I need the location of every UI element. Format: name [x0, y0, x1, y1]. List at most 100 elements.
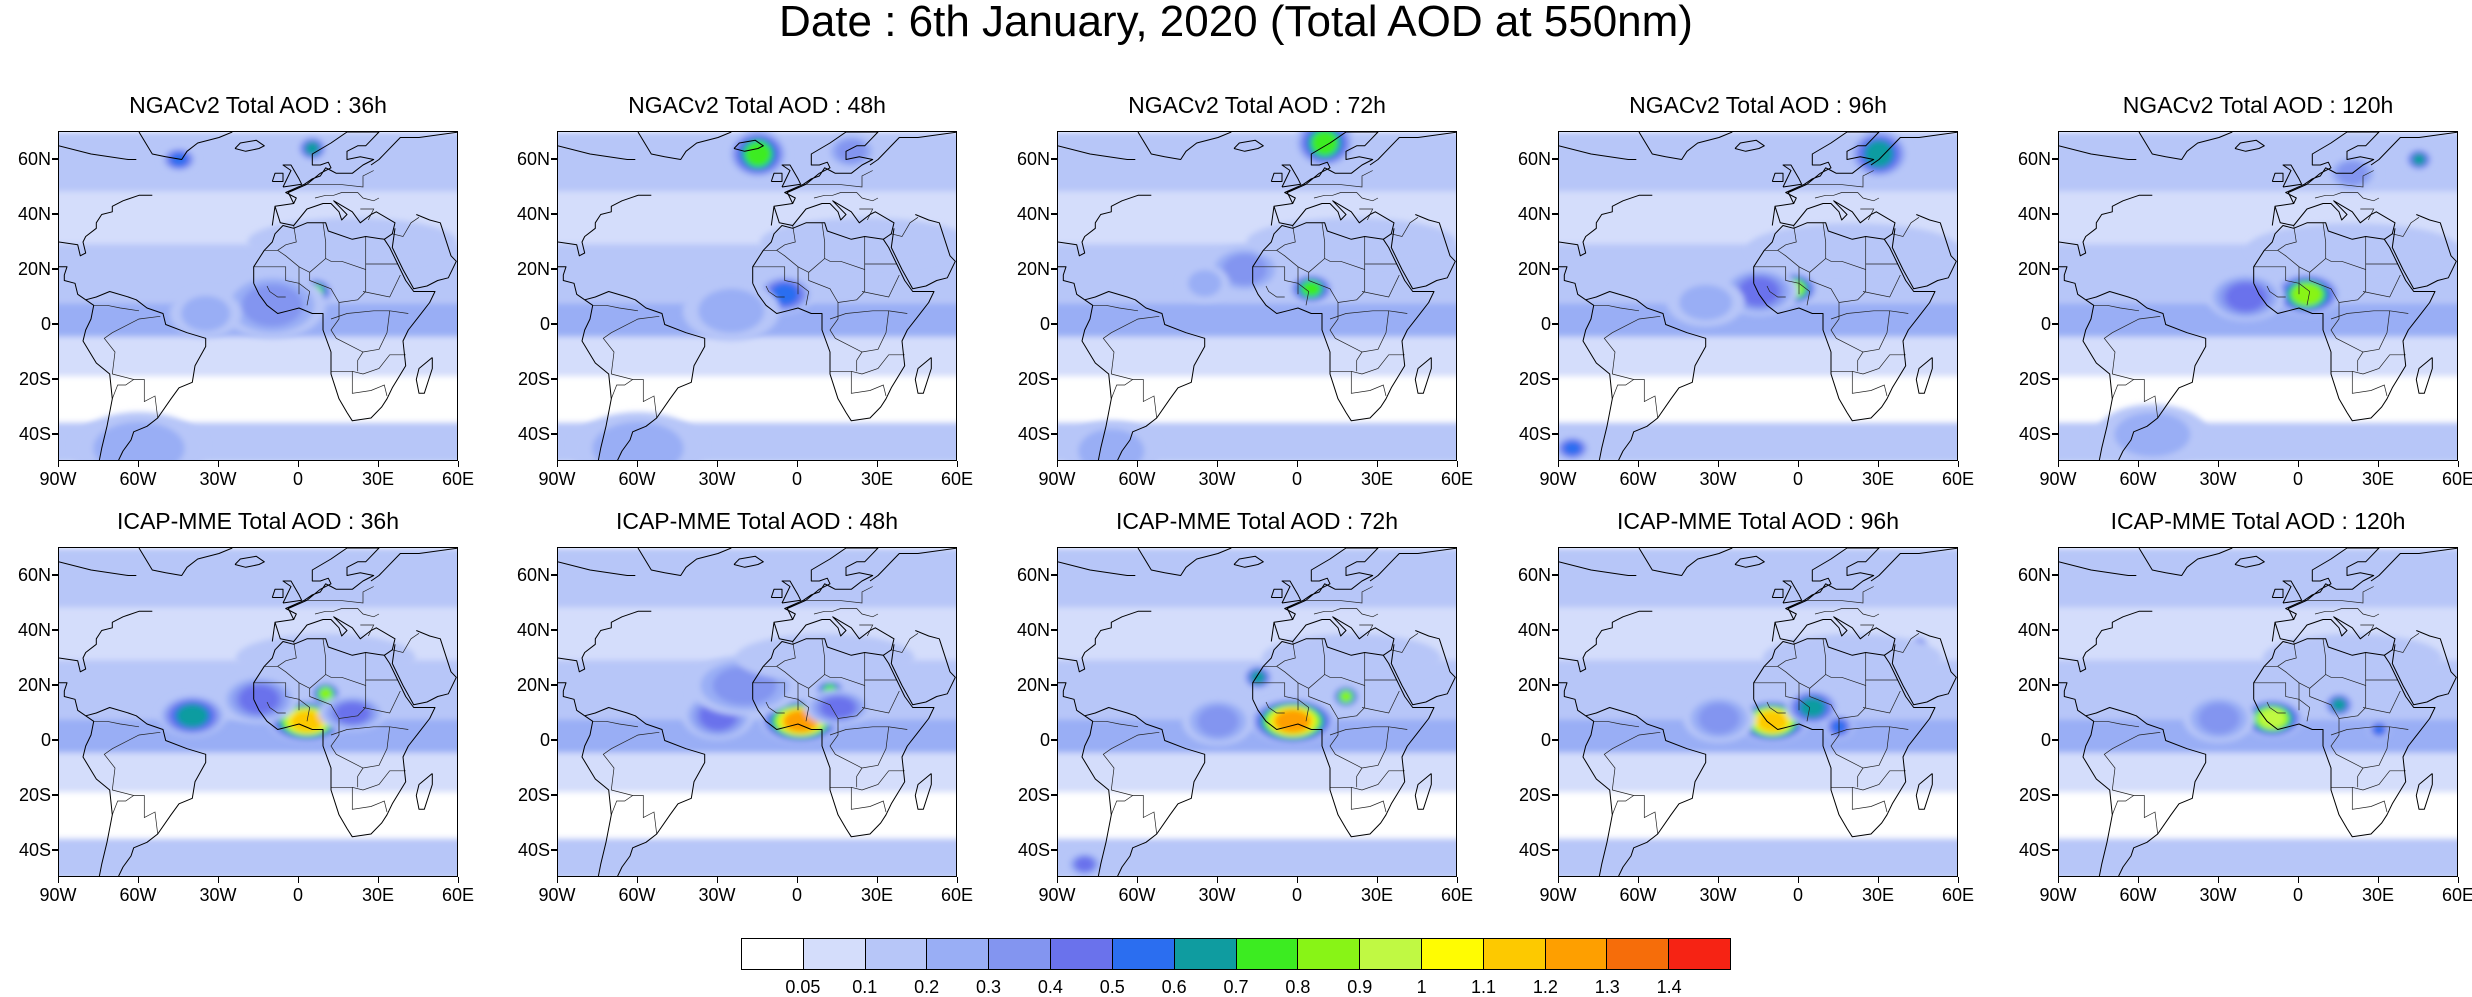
longitude-tick	[956, 877, 958, 883]
longitude-tick-label: 60W	[1619, 885, 1657, 905]
latitude-tick-label: 20N	[1016, 674, 1050, 695]
coastline	[914, 357, 932, 394]
country-border	[1860, 208, 1875, 221]
longitude-tick-label: 90W	[39, 469, 77, 489]
longitude-tick	[1637, 877, 1639, 883]
country-border	[1356, 767, 1363, 788]
aod-band	[558, 838, 956, 876]
country-border	[1321, 638, 1326, 675]
latitude-tick	[1552, 158, 1558, 160]
latitude-tick-label: 20S	[1518, 784, 1551, 805]
longitude-tick-label: 90W	[1038, 885, 1076, 905]
country-border	[830, 770, 905, 791]
coastline	[752, 638, 935, 838]
longitude-tick	[2137, 877, 2139, 883]
country-border	[808, 258, 866, 303]
coastline	[2059, 561, 2137, 576]
latitude-tick-label: 20S	[1518, 368, 1551, 389]
coastline	[1058, 266, 1085, 301]
longitude-tick	[1957, 877, 1959, 883]
coastline	[2282, 580, 2303, 604]
latitude-tick	[1552, 739, 1558, 741]
latitude-tick-label: 20S	[517, 784, 550, 805]
latitude-tick	[1051, 739, 1057, 741]
coastline	[1782, 580, 1803, 604]
latitude-tick-label: 40S	[18, 423, 51, 444]
country-border	[610, 795, 633, 815]
aod-band	[1058, 752, 1456, 794]
coastline	[1058, 610, 1152, 673]
coastline	[2370, 548, 2457, 582]
country-border	[1321, 222, 1326, 259]
aod-plume	[1762, 633, 1942, 683]
panel-title: NGACv2 Total AOD : 96h	[1629, 92, 1887, 118]
latitude-tick-label: 40S	[2018, 839, 2051, 860]
coastline	[253, 222, 436, 422]
country-border	[803, 586, 873, 604]
latitude-tick	[1552, 378, 1558, 380]
longitude-tick	[137, 461, 139, 467]
country-border	[2392, 633, 2420, 653]
coastline	[1582, 707, 1707, 876]
country-border	[322, 638, 327, 675]
aod-band	[59, 548, 457, 609]
longitude-tick-label: 60E	[940, 469, 974, 489]
country-border	[813, 192, 879, 202]
aod-plume	[2198, 703, 2240, 734]
map-plot-area	[58, 547, 458, 877]
coastline	[1734, 139, 1765, 152]
aod-plume	[319, 687, 333, 701]
coastline	[1559, 561, 1637, 576]
coastline	[1252, 222, 1435, 422]
coastline	[1753, 222, 1936, 422]
country-border	[1263, 665, 1339, 719]
coastline	[1390, 214, 1456, 290]
aod-band	[59, 132, 457, 193]
aod-field	[558, 548, 956, 876]
coastline	[370, 132, 457, 166]
country-border	[829, 310, 908, 320]
country-border	[1092, 304, 1139, 312]
country-border	[1830, 302, 1891, 353]
coastline	[2271, 548, 2396, 656]
coastline	[1270, 548, 1395, 656]
aod-plume	[241, 284, 303, 327]
country-border	[2330, 310, 2409, 320]
country-border	[360, 624, 375, 637]
aod-band	[1559, 838, 1957, 876]
country-border	[351, 371, 388, 397]
country-border	[330, 718, 391, 769]
coastline	[914, 773, 932, 810]
aod-plume	[770, 283, 799, 306]
coastline	[2082, 707, 2207, 876]
latitude-tick-label: 40N	[1517, 619, 1551, 640]
map-plot-area	[2058, 547, 2458, 877]
country-border	[592, 720, 639, 728]
aod-band	[2059, 792, 2457, 840]
aod-band	[558, 336, 956, 378]
aod-field	[59, 132, 457, 460]
colorbar-label: 0.3	[975, 977, 1002, 997]
coastline	[282, 580, 303, 604]
aod-field	[59, 548, 457, 876]
coastline	[733, 139, 764, 152]
longitude-tick-label: 90W	[1038, 469, 1076, 489]
latitude-tick-label: 0	[1039, 313, 1050, 334]
aod-band	[2059, 752, 2457, 794]
longitude-tick-label: 30W	[2199, 469, 2237, 489]
coastline	[1058, 194, 1152, 257]
aod-field	[1559, 132, 1957, 460]
coastline	[2271, 172, 2284, 182]
coastline	[1058, 145, 1136, 160]
coastline	[2082, 291, 2207, 460]
coastline	[558, 682, 585, 717]
country-border	[602, 315, 660, 375]
aod-plume	[1261, 633, 1441, 683]
coastline	[59, 266, 86, 301]
country-border	[1814, 192, 1880, 202]
coastline	[869, 132, 956, 166]
aod-plume	[2262, 633, 2442, 683]
latitude-tick	[1051, 574, 1057, 576]
colorbar-swatch	[803, 939, 866, 969]
aod-plume	[744, 141, 772, 167]
